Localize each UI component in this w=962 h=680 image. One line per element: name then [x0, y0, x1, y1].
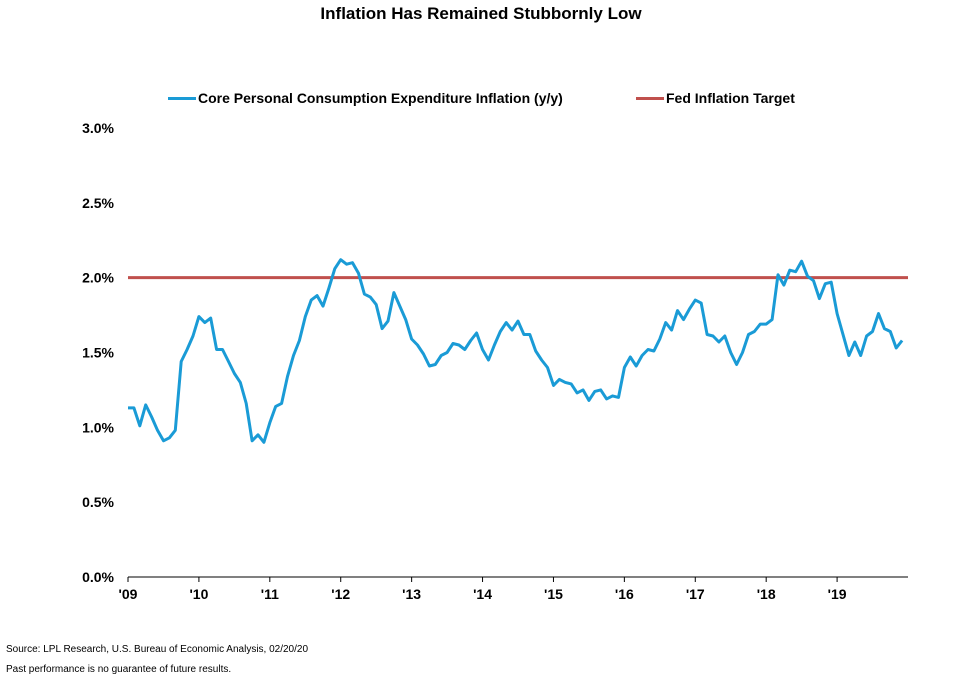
x-tick-label: '11 — [261, 586, 279, 602]
y-tick-label: 3.0% — [82, 120, 114, 136]
x-tick-label: '17 — [686, 586, 705, 602]
x-tick-label: '15 — [544, 586, 563, 602]
legend-swatch-pce — [168, 96, 196, 100]
y-tick-label: 1.5% — [82, 345, 114, 361]
x-axis-ticks: '09 '10 '11 '12 '13 '14 '15 '16 '17 '18 '19 — [119, 577, 847, 602]
chart-title: Inflation Has Remained Stubbornly Low — [320, 4, 642, 23]
x-tick-label: '13 — [402, 586, 421, 602]
y-tick-label: 0.0% — [82, 569, 114, 585]
legend-label-target: Fed Inflation Target — [666, 90, 795, 106]
x-tick-label: '14 — [473, 586, 492, 602]
legend: Core Personal Consumption Expenditure In… — [0, 90, 962, 110]
legend-item-pce: Core Personal Consumption Expenditure In… — [168, 90, 563, 106]
source-note: Source: LPL Research, U.S. Bureau of Eco… — [6, 644, 309, 655]
disclaimer-note: Past performance is no guarantee of futu… — [6, 664, 232, 675]
y-tick-label: 0.5% — [82, 494, 114, 510]
x-tick-label: '19 — [828, 586, 847, 602]
y-axis-ticks: 0.0% 0.5% 1.0% 1.5% 2.0% 2.5% 3.0% — [82, 120, 114, 585]
y-tick-label: 2.0% — [82, 270, 114, 286]
x-tick-label: '10 — [189, 586, 208, 602]
x-tick-label: '16 — [615, 586, 634, 602]
x-tick-label: '18 — [757, 586, 776, 602]
x-tick-label: '12 — [331, 586, 350, 602]
x-tick-label: '09 — [119, 586, 138, 602]
y-tick-label: 2.5% — [82, 195, 114, 211]
y-tick-label: 1.0% — [82, 419, 114, 435]
legend-swatch-target — [636, 96, 664, 100]
legend-item-target: Fed Inflation Target — [636, 90, 795, 106]
pce-inflation-line — [128, 258, 904, 444]
legend-label-pce: Core Personal Consumption Expenditure In… — [198, 90, 563, 106]
